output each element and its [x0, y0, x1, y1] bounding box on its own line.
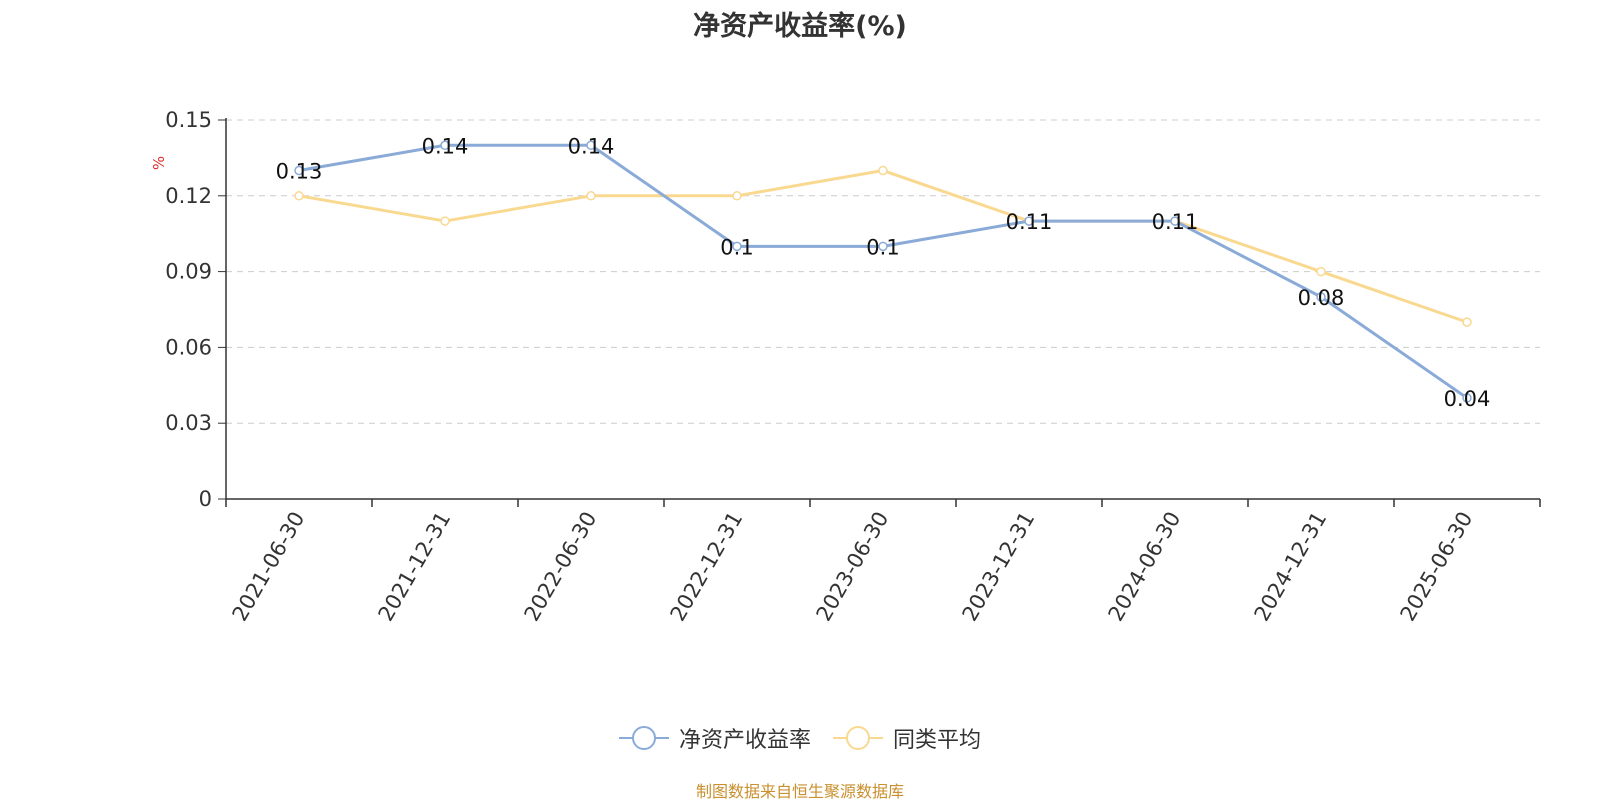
x-tick-label: 2022-12-31 — [666, 508, 748, 626]
chart-title: 净资产收益率(%) — [693, 11, 907, 42]
data-point — [440, 140, 450, 151]
data-label: 0.1 — [720, 235, 753, 259]
y-tick-label: 0 — [199, 487, 212, 511]
data-point — [732, 241, 742, 252]
data-point — [1462, 317, 1472, 327]
data-point — [878, 241, 888, 252]
data-label: 0.1 — [866, 235, 899, 259]
y-tick-label: 0.03 — [165, 411, 212, 435]
data-label: 0.11 — [1152, 210, 1199, 234]
data-point — [440, 216, 450, 226]
legend-item-roe[interactable]: 净资产收益率 — [618, 722, 811, 754]
series-line-0 — [298, 143, 1468, 400]
data-point — [1462, 393, 1472, 403]
y-tick-label: 0.06 — [165, 335, 212, 359]
x-tick-label: 2025-06-30 — [1396, 508, 1478, 626]
data-point — [586, 140, 596, 151]
data-point — [1316, 266, 1326, 277]
series-lines — [294, 140, 1472, 403]
x-tick-label: 2024-12-31 — [1250, 508, 1332, 626]
legend-item-peer-average[interactable]: 同类平均 — [833, 722, 981, 754]
data-label: 0.14 — [568, 134, 615, 158]
legend-line-circle-icon — [618, 726, 669, 750]
data-labels: 0.13 0.14 0.14 0.1 0.1 0.11 0.11 0.08 0.04 — [276, 134, 1491, 411]
data-label: 0.04 — [1444, 387, 1491, 411]
x-tick-label: 2021-12-31 — [374, 508, 456, 626]
data-point — [294, 191, 304, 201]
y-tick-label: 0.15 — [165, 108, 212, 132]
data-point — [1170, 216, 1180, 226]
data-point — [294, 165, 304, 176]
data-source-note: 制图数据来自恒生聚源数据库 — [695, 782, 904, 801]
data-label: 0.11 — [1006, 210, 1053, 234]
grid-lines — [226, 119, 1540, 424]
data-point — [878, 165, 888, 176]
legend: 净资产收益率 同类平均 — [0, 720, 1600, 756]
x-tick-label: 2023-12-31 — [958, 508, 1040, 626]
data-label: 0.13 — [276, 160, 323, 184]
data-point — [732, 191, 742, 201]
x-tick-label: 2021-06-30 — [228, 508, 310, 626]
data-point — [1316, 292, 1326, 302]
x-tick-label: 2024-06-30 — [1104, 508, 1186, 626]
x-tick-label: 2023-06-30 — [812, 508, 894, 626]
legend-label-roe: 净资产收益率 — [678, 728, 811, 753]
x-tick-labels: 2021-06-30 2021-12-31 2022-06-30 2022-12-31… — [228, 508, 1478, 626]
y-tick-label: 0.09 — [165, 260, 212, 284]
axes — [218, 118, 1541, 507]
x-tick-label: 2022-06-30 — [520, 508, 602, 626]
y-tick-label: 0.12 — [165, 184, 212, 208]
data-label: 0.14 — [422, 134, 469, 158]
y-axis-label: % — [150, 156, 168, 170]
legend-line-circle-icon — [833, 726, 883, 750]
y-tick-labels: 0 0.03 0.06 0.09 0.12 0.15 — [165, 108, 212, 511]
legend-label-peer-average: 同类平均 — [893, 728, 982, 753]
data-label: 0.08 — [1298, 286, 1345, 310]
data-point — [1024, 216, 1034, 226]
data-point — [586, 191, 596, 201]
